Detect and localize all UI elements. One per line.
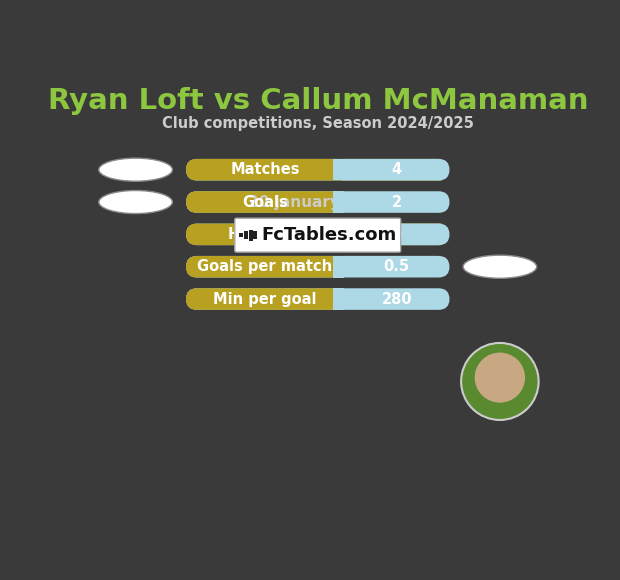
- Bar: [254, 231, 257, 239]
- Bar: [344, 288, 450, 310]
- Ellipse shape: [99, 158, 172, 182]
- Circle shape: [461, 343, 539, 420]
- Ellipse shape: [463, 255, 537, 278]
- Text: 2: 2: [392, 194, 402, 209]
- Text: Matches: Matches: [230, 162, 300, 177]
- Bar: [334, 256, 344, 277]
- FancyBboxPatch shape: [186, 191, 450, 213]
- Text: Min per goal: Min per goal: [213, 292, 317, 307]
- Text: Club competitions, Season 2024/2025: Club competitions, Season 2024/2025: [162, 116, 474, 131]
- Text: Ryan Loft vs Callum McManaman: Ryan Loft vs Callum McManaman: [48, 86, 588, 114]
- FancyBboxPatch shape: [334, 224, 450, 245]
- Bar: [344, 256, 450, 277]
- Bar: [249, 230, 253, 241]
- Bar: [344, 191, 450, 213]
- FancyBboxPatch shape: [186, 159, 450, 180]
- FancyBboxPatch shape: [186, 256, 450, 277]
- Text: FcTables.com: FcTables.com: [261, 226, 396, 244]
- FancyBboxPatch shape: [235, 218, 401, 252]
- Text: 0.5: 0.5: [384, 259, 410, 274]
- Bar: [244, 231, 248, 239]
- FancyBboxPatch shape: [186, 191, 450, 213]
- Bar: [334, 288, 344, 310]
- FancyBboxPatch shape: [186, 159, 450, 180]
- Bar: [239, 233, 243, 237]
- FancyBboxPatch shape: [186, 224, 450, 245]
- FancyBboxPatch shape: [186, 224, 450, 245]
- Bar: [334, 159, 344, 180]
- Text: Goals per match: Goals per match: [198, 259, 332, 274]
- Bar: [344, 224, 450, 245]
- Text: 0: 0: [392, 227, 402, 242]
- Bar: [334, 224, 344, 245]
- Bar: [344, 159, 450, 180]
- Text: Goals: Goals: [242, 194, 288, 209]
- Circle shape: [475, 353, 525, 403]
- FancyBboxPatch shape: [186, 288, 450, 310]
- FancyBboxPatch shape: [334, 191, 450, 213]
- Text: 20 january 2025: 20 january 2025: [248, 194, 388, 209]
- Ellipse shape: [99, 190, 172, 213]
- FancyBboxPatch shape: [334, 256, 450, 277]
- FancyBboxPatch shape: [334, 159, 450, 180]
- FancyBboxPatch shape: [186, 256, 450, 277]
- Text: Hattricks: Hattricks: [227, 227, 303, 242]
- FancyBboxPatch shape: [186, 288, 450, 310]
- Bar: [334, 191, 344, 213]
- FancyBboxPatch shape: [334, 288, 450, 310]
- Text: 4: 4: [392, 162, 402, 177]
- Text: 280: 280: [381, 292, 412, 307]
